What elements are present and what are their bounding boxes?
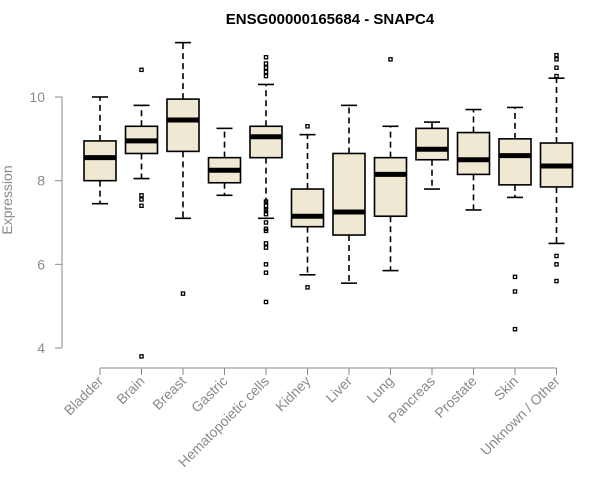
- box-kidney: [290, 124, 325, 290]
- y-tick-label: 6: [37, 256, 45, 272]
- iqr-box: [332, 152, 366, 236]
- chart-title: ENSG00000165684 - SNAPC4: [226, 11, 435, 28]
- outlier-point: [305, 285, 310, 290]
- iqr-box: [83, 140, 117, 182]
- y-axis-label: Expression: [0, 165, 15, 234]
- iqr-box: [249, 125, 283, 159]
- x-tick-label: Skin: [491, 373, 522, 404]
- outlier-point: [263, 199, 269, 204]
- iqr-box: [456, 131, 491, 176]
- x-tick-label: Prostate: [431, 373, 479, 421]
- outlier-point: [263, 55, 269, 60]
- y-tick-label: 10: [29, 89, 45, 105]
- outlier-point: [139, 197, 144, 202]
- box-brain: [124, 67, 159, 359]
- outlier-point: [139, 67, 144, 73]
- outlier-point: [263, 211, 269, 217]
- outlier-point: [388, 57, 393, 62]
- x-tick-label: Breast: [149, 373, 189, 413]
- iqr-box: [415, 127, 449, 161]
- outlier-point: [263, 270, 269, 275]
- box-breast: [166, 41, 200, 296]
- y-axis-ticks: 4 6 8 10: [29, 89, 62, 356]
- x-tick-label: Brain: [113, 373, 147, 407]
- outlier-point: [512, 274, 518, 280]
- outlier-point: [554, 253, 559, 259]
- x-tick-label: Bladder: [61, 373, 107, 419]
- outlier-point: [263, 69, 269, 75]
- outlier-point: [263, 228, 269, 234]
- box-hematopoietic-cells: [249, 55, 283, 305]
- outlier-point: [139, 354, 144, 359]
- box-series: [83, 41, 574, 359]
- box-bladder: [83, 96, 117, 205]
- box-liver: [332, 104, 366, 284]
- outlier-point: [180, 291, 186, 296]
- y-tick-label: 8: [37, 173, 45, 189]
- outlier-point: [554, 65, 559, 70]
- outlier-point: [512, 326, 518, 332]
- outlier-point: [263, 207, 269, 213]
- outlier-point: [554, 73, 559, 79]
- x-tick-label: Kidney: [272, 373, 314, 415]
- box-lung: [373, 57, 408, 272]
- iqr-box: [166, 98, 200, 153]
- outlier-point: [554, 278, 559, 284]
- outlier-point: [139, 203, 144, 209]
- x-tick-label: Lung: [363, 373, 396, 406]
- outlier-point: [263, 299, 269, 305]
- outlier-point: [512, 289, 518, 294]
- box-skin: [498, 106, 532, 332]
- box-gastric: [207, 127, 242, 197]
- box-prostate: [456, 108, 491, 211]
- outlier-point: [305, 124, 310, 129]
- outlier-point: [263, 262, 269, 267]
- outlier-point: [263, 61, 269, 66]
- box-pancreas: [415, 121, 449, 190]
- outlier-point: [554, 52, 559, 58]
- x-tick-label: Unknown / Other: [477, 373, 563, 459]
- iqr-box: [498, 138, 532, 186]
- outlier-point: [263, 65, 269, 70]
- x-tick-label: Liver: [322, 373, 355, 406]
- outlier-point: [139, 193, 144, 198]
- outlier-point: [263, 220, 269, 225]
- iqr-box: [290, 188, 325, 228]
- iqr-box: [373, 156, 408, 218]
- y-tick-label: 4: [37, 340, 45, 356]
- outlier-point: [263, 245, 269, 250]
- outlier-point: [263, 241, 269, 246]
- outlier-point: [554, 57, 559, 62]
- outlier-point: [554, 262, 559, 267]
- outlier-point: [263, 203, 269, 209]
- box-unknown-other: [539, 52, 574, 284]
- outlier-point: [263, 73, 269, 79]
